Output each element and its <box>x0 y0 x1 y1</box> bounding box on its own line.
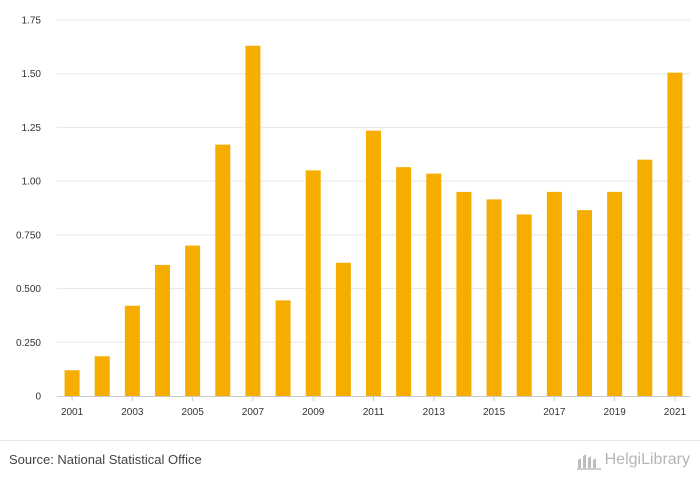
y-tick-label: 0.750 <box>16 230 41 241</box>
y-tick-label: 1.75 <box>22 16 42 27</box>
bar-2006[interactable] <box>215 144 231 396</box>
x-tick-label: 2019 <box>604 407 627 418</box>
bar-2001[interactable] <box>64 370 80 396</box>
x-tick-label: 2011 <box>363 407 385 418</box>
bar-2019[interactable] <box>607 191 623 396</box>
chart-footer: Source: National Statistical Office Helg… <box>0 440 700 484</box>
source-note: Source: National Statistical Office <box>9 452 202 467</box>
y-tick-label: 0 <box>35 392 41 403</box>
y-tick-label: 0.500 <box>16 284 41 295</box>
bar-2009[interactable] <box>305 170 321 396</box>
bar-2011[interactable] <box>366 130 381 396</box>
bar-2014[interactable] <box>456 191 472 396</box>
bar-2021[interactable] <box>667 72 683 396</box>
bar-2012[interactable] <box>396 167 412 396</box>
bars <box>64 45 683 396</box>
x-tick-label: 2001 <box>61 407 84 418</box>
x-tick-label: 2015 <box>483 407 506 418</box>
bar-2003[interactable] <box>124 305 140 396</box>
bar-2010[interactable] <box>335 262 351 396</box>
x-tick-label: 2007 <box>242 407 265 418</box>
bar-2017[interactable] <box>546 191 562 396</box>
bar-2020[interactable] <box>637 159 653 396</box>
bar-2015[interactable] <box>486 199 502 396</box>
x-tick-label: 2013 <box>423 407 446 418</box>
helgi-library-logo-icon <box>576 454 601 470</box>
bar-2008[interactable] <box>275 300 291 396</box>
bar-2004[interactable] <box>155 264 170 396</box>
bar-2007[interactable] <box>245 45 261 396</box>
x-tick-label: 2005 <box>182 407 205 418</box>
bar-2016[interactable] <box>516 214 532 396</box>
bar-2018[interactable] <box>577 210 592 396</box>
x-tick-label: 2017 <box>543 407 566 418</box>
y-tick-label: 1.50 <box>22 69 42 80</box>
x-tick-label: 2021 <box>664 407 687 418</box>
x-tick-label: 2003 <box>121 407 144 418</box>
bar-2002[interactable] <box>94 356 110 396</box>
y-tick-label: 1.00 <box>22 177 42 188</box>
bar-2013[interactable] <box>426 173 442 396</box>
brand-name: HelgiLibrary <box>604 451 690 468</box>
y-tick-label: 1.25 <box>22 123 42 134</box>
x-axis-ticks: 2001 2003 2005 2007 2009 2011 2013 2015 2017 2019… <box>61 396 687 418</box>
y-tick-label: 0.250 <box>16 338 41 349</box>
brand-logo[interactable]: HelgiLibrary <box>576 450 690 470</box>
x-tick-label: 2009 <box>302 407 325 418</box>
bar-2005[interactable] <box>185 245 201 396</box>
y-axis-ticks: 0 0.250 0.500 0.750 1.00 1.25 1.50 1.75 <box>16 16 41 403</box>
